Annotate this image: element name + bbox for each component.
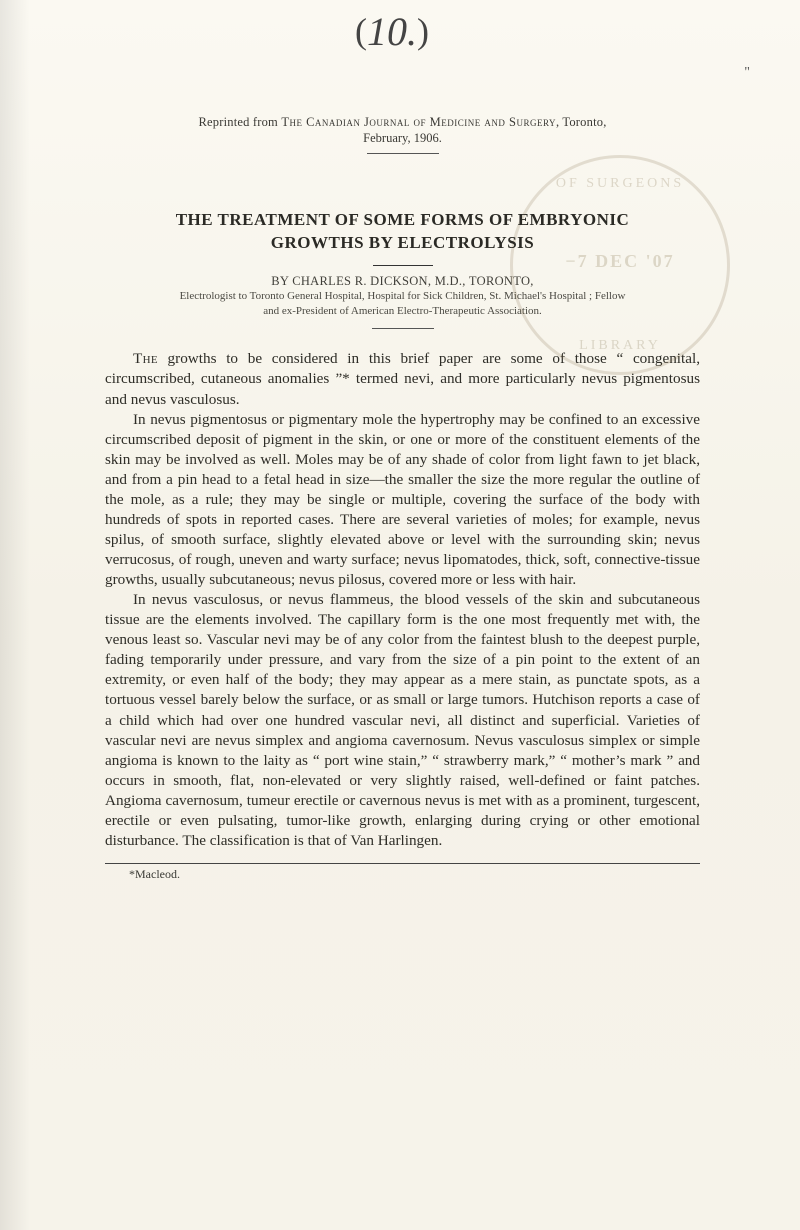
paragraph-3: In nevus vasculosus, or nevus flammeus, … bbox=[105, 590, 700, 851]
page: " (10.) Reprinted from The Canadian Jour… bbox=[0, 0, 800, 1230]
p1-lead: The bbox=[133, 350, 158, 367]
title-line-1: THE TREATMENT OF SOME FORMS OF EMBRYONIC bbox=[105, 209, 700, 232]
handwritten-annotation: (10.) bbox=[355, 8, 429, 55]
title-line-2: GROWTHS BY ELECTROLYSIS bbox=[105, 232, 700, 255]
author-affiliation-2: and ex-President of American Electro-The… bbox=[105, 305, 700, 319]
paragraph-2: In nevus pigmentosus or pigmentary mole … bbox=[105, 410, 700, 591]
footnote: *Macleod. bbox=[105, 864, 700, 882]
reprint-journal-title: The Canadian Journal of Medicine and Sur… bbox=[281, 115, 556, 129]
body-text: The growths to be considered in this bri… bbox=[105, 349, 700, 851]
corner-mark: " bbox=[744, 65, 750, 81]
reprint-suffix: , Toronto, bbox=[556, 115, 607, 129]
reprint-prefix: Reprinted from bbox=[198, 115, 281, 129]
paragraph-1: The growths to be considered in this bri… bbox=[105, 349, 700, 409]
stamp-arc-top: OF SURGEONS bbox=[513, 176, 727, 192]
rule-under-title bbox=[373, 265, 433, 266]
p1-rest: growths to be considered in this brief p… bbox=[105, 350, 700, 407]
author-byline: BY CHARLES R. DICKSON, M.D., TORONTO, bbox=[105, 274, 700, 289]
rule-under-reprint bbox=[367, 153, 439, 154]
reprint-line-1: Reprinted from The Canadian Journal of M… bbox=[105, 115, 700, 130]
article-title: THE TREATMENT OF SOME FORMS OF EMBRYONIC… bbox=[105, 209, 700, 255]
author-affiliation-1: Electrologist to Toronto General Hospita… bbox=[105, 290, 700, 304]
rule-under-author bbox=[372, 328, 434, 329]
library-stamp: OF SURGEONS −7 DEC '07 LIBRARY bbox=[510, 155, 730, 375]
reprint-line-2: February, 1906. bbox=[105, 131, 700, 146]
